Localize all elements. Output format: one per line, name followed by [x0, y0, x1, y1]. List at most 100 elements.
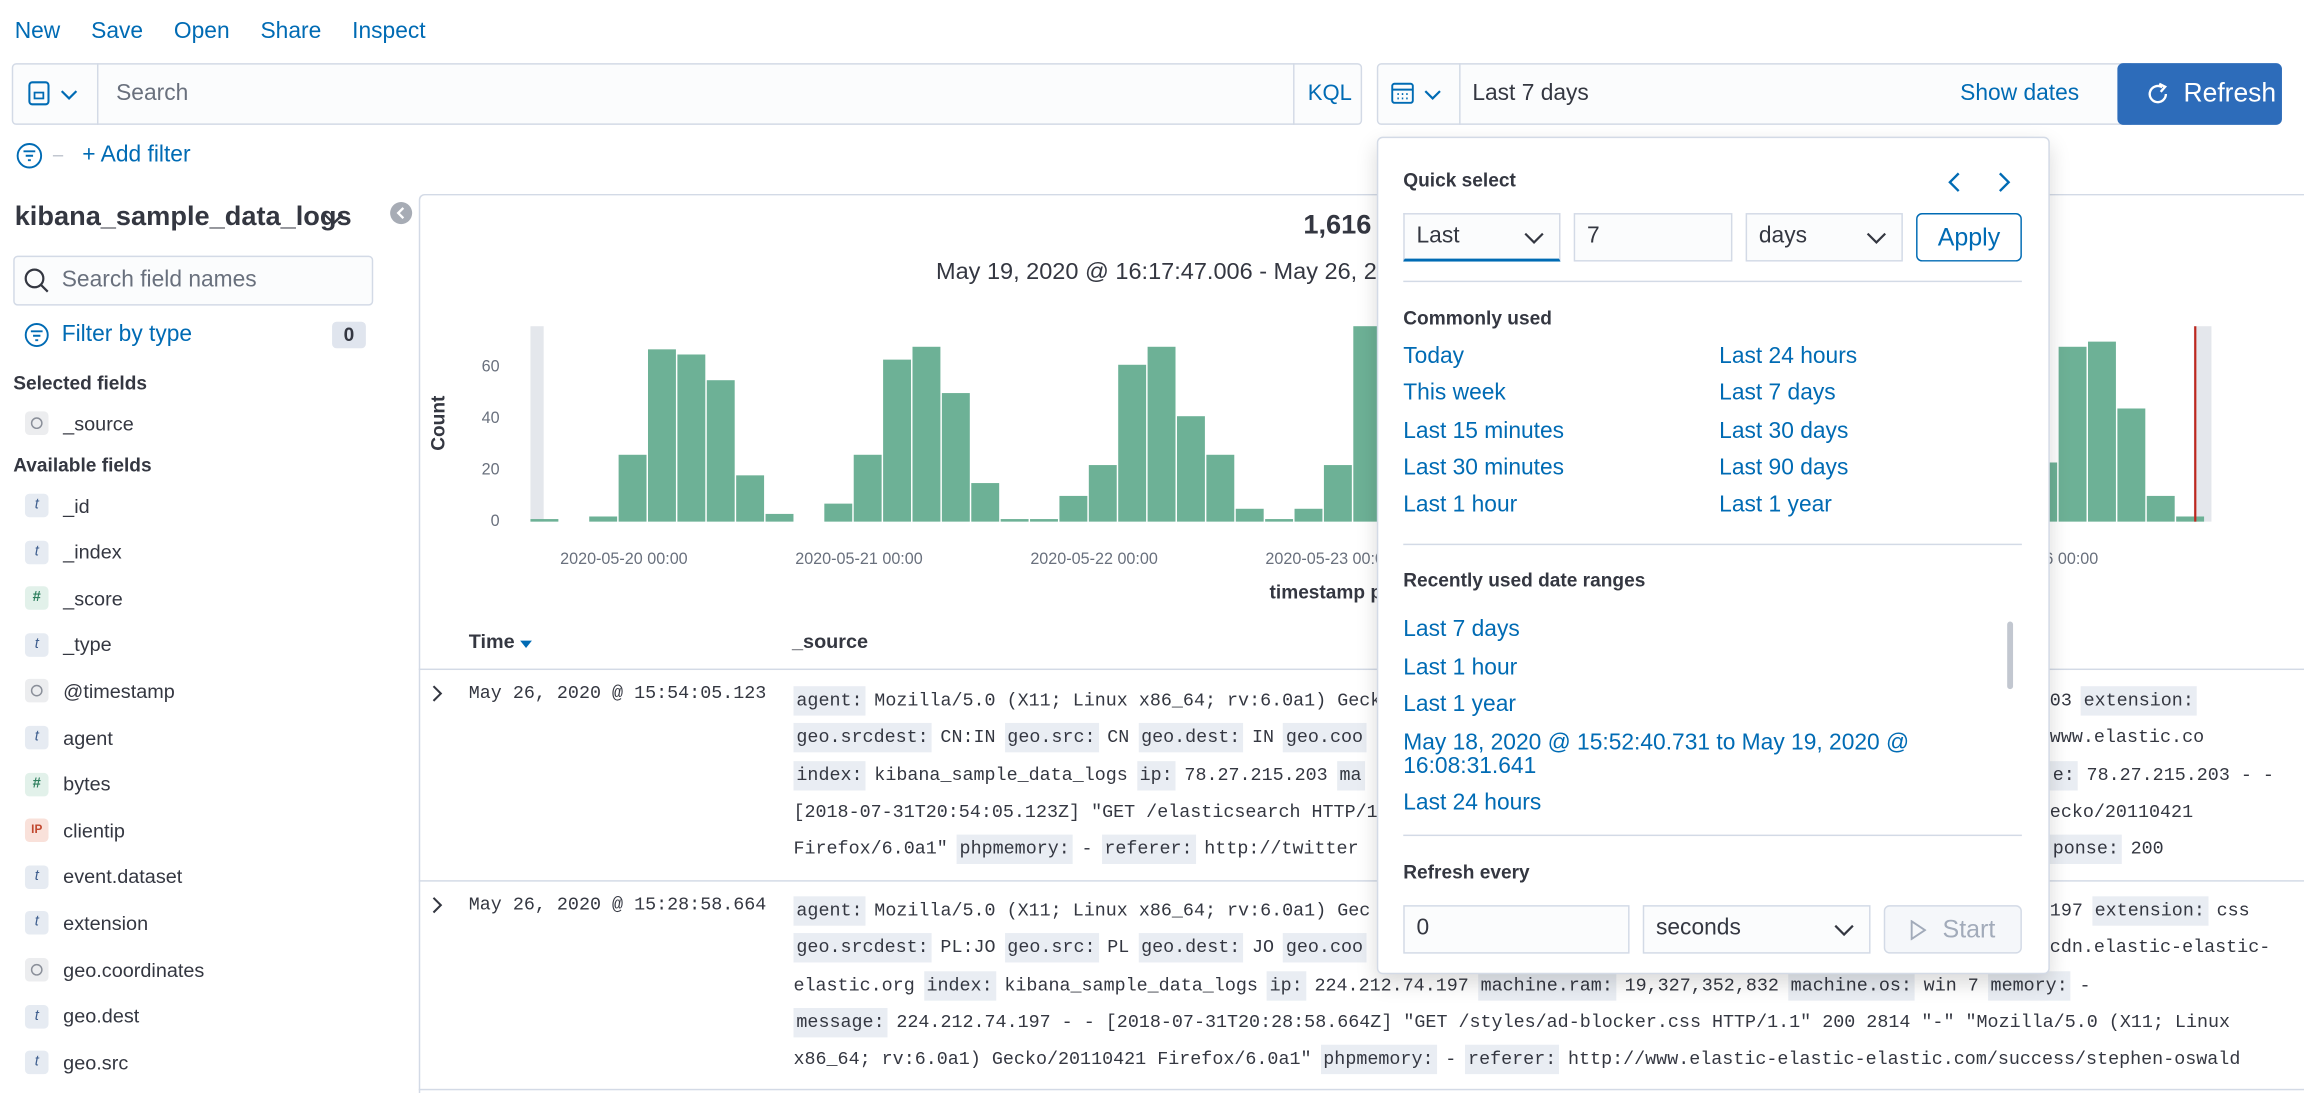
field-row[interactable]: t extension — [13, 907, 398, 939]
field-row[interactable]: t _id — [13, 489, 398, 521]
field-key: agent: — [793, 896, 866, 926]
quick-menu-button[interactable] — [1377, 63, 1461, 125]
field-value: http://www.elastic-elastic-elastic.com/s… — [1567, 1049, 2241, 1070]
field-row[interactable]: _source — [13, 407, 398, 439]
expand-row-toggle[interactable] — [429, 893, 447, 917]
hit-count: 1,616 — [1303, 208, 1372, 240]
toolbar-link[interactable]: Open — [173, 19, 230, 45]
select-arrow — [1834, 924, 1854, 937]
field-type-icon: IP — [24, 818, 49, 843]
commonly-used-link[interactable]: Last 30 minutes — [1403, 455, 1565, 481]
expand-row-toggle[interactable] — [429, 682, 447, 706]
commonly-used-link[interactable]: Today — [1403, 343, 1465, 369]
field-key: referer: — [1465, 1045, 1560, 1075]
source-line: [2018-07-31T20:54:05.123Z] "GET /elastic… — [793, 798, 1377, 827]
index-pattern-title[interactable]: kibana_sample_data_logs — [14, 199, 352, 231]
field-row[interactable]: t _type — [13, 629, 398, 661]
field-type-icon: t — [24, 540, 49, 564]
commonly-used-link[interactable]: Last 15 minutes — [1403, 418, 1565, 444]
field-type-icon: t — [24, 1050, 49, 1075]
apply-button[interactable]: Apply — [1916, 213, 2022, 262]
apply-label: Apply — [1937, 223, 2001, 252]
recent-range-link[interactable]: Last 1 hour — [1403, 654, 1518, 680]
field-row[interactable]: @timestamp — [13, 675, 398, 707]
field-value: 78.27.215.203 — [1184, 764, 1328, 786]
filter-by-type-button[interactable]: Filter by type — [61, 321, 193, 347]
filter-menu-icon[interactable] — [15, 141, 65, 170]
table-rule — [418, 880, 2304, 882]
histogram-bar — [1235, 508, 1264, 522]
y-axis-label: Count — [428, 395, 449, 451]
toolbar-link[interactable]: Save — [91, 19, 144, 45]
filter-count-badge: 0 — [332, 321, 366, 349]
refresh-unit-select[interactable]: seconds — [1642, 905, 1871, 954]
field-row[interactable]: t geo.dest — [13, 1000, 398, 1032]
refresh-button[interactable] — [2117, 63, 2282, 125]
query-language-button[interactable]: KQL — [1307, 80, 1352, 106]
row-time: May 26, 2020 @ 15:54:05.123 — [468, 683, 767, 704]
unit-value: days — [1758, 223, 1807, 249]
field-row[interactable]: t event.dataset — [13, 861, 398, 893]
toolbar-link[interactable]: Inspect — [352, 19, 426, 45]
source-line: www.elastic.co — [2050, 723, 2204, 752]
field-key: geo.dest: — [1138, 933, 1244, 963]
query-input[interactable] — [11, 63, 1363, 125]
histogram-bar — [1353, 326, 1382, 522]
commonly-used-link[interactable]: This week — [1403, 381, 1506, 406]
unit-select[interactable]: days — [1745, 213, 1903, 262]
show-dates-link[interactable]: Show dates — [1960, 80, 2080, 106]
field-name: @timestamp — [63, 680, 175, 703]
source-line: agent: Mozilla/5.0 (X11; Linux x86_64; rv… — [793, 686, 1381, 716]
direction-select[interactable]: Last — [1403, 213, 1561, 262]
commonly-used-link[interactable]: Last 1 year — [1719, 492, 1832, 518]
field-row[interactable]: # bytes — [13, 768, 398, 800]
histogram-bar — [648, 349, 676, 522]
index-pattern-chevron[interactable] — [322, 207, 346, 231]
commonly-used-link[interactable]: Last 1 hour — [1403, 492, 1518, 518]
field-key: ponse: — [2049, 834, 2122, 865]
refresh-interval-input[interactable]: 0 — [1403, 905, 1630, 954]
direction-value: Last — [1416, 223, 1460, 249]
commonly-used-link[interactable]: Last 7 days — [1719, 381, 1836, 406]
commonly-used-link[interactable]: Last 90 days — [1719, 455, 1849, 481]
toolbar-link[interactable]: Share — [260, 19, 322, 45]
field-row[interactable]: t agent — [13, 721, 398, 753]
column-header-time[interactable]: Time — [468, 630, 515, 653]
refresh-icon — [2148, 82, 2168, 104]
source-line: x86_64; rv:6.0a1) Gecko/20110421 Firefox… — [793, 1045, 2241, 1075]
recent-range-link[interactable]: Last 1 year — [1403, 692, 1516, 718]
field-row[interactable]: IP clientip — [13, 814, 398, 846]
step-buttons[interactable] — [1943, 169, 2016, 195]
commonly-used-link[interactable]: Last 24 hours — [1719, 343, 1858, 369]
source-line: geo.srcdest: CN:IN geo.src: CN geo.dest: IN ge… — [793, 723, 1366, 753]
field-name: _type — [63, 633, 112, 656]
commonly-used-link[interactable]: Last 30 days — [1719, 418, 1849, 444]
saved-query-button[interactable] — [12, 63, 99, 125]
field-name: _score — [63, 587, 123, 610]
source-line: e: 78.27.215.203 - - — [2049, 760, 2274, 790]
field-value: elastic.org — [793, 975, 915, 996]
histogram-bar — [1176, 416, 1205, 522]
recent-range-link[interactable]: Last 24 hours — [1403, 790, 1542, 816]
toolbar-link[interactable]: New — [14, 19, 61, 45]
field-key: geo.coo — [1282, 723, 1366, 753]
sort-indicator[interactable] — [519, 639, 534, 651]
add-filter-link[interactable]: + Add filter — [82, 142, 191, 168]
collapse-sidebar-button[interactable] — [389, 201, 413, 225]
start-button[interactable]: Start — [1883, 905, 2022, 954]
histogram-bar — [1030, 519, 1058, 522]
date-range-label[interactable]: Last 7 days — [1472, 80, 1589, 106]
histogram: 0 20 40 60 2020-05-20 00:00 2020-05-21 00:00 2… — [428, 326, 2212, 604]
field-value: 224.212.74.197 - - [2018-07-31T20:28:58.… — [896, 1012, 2231, 1033]
field-row[interactable]: t geo.src — [13, 1046, 398, 1078]
recent-range-link[interactable]: Last 7 days — [1403, 617, 1520, 643]
field-search-input[interactable] — [13, 255, 374, 306]
histogram-bar — [912, 346, 941, 522]
field-name: clientip — [63, 819, 125, 842]
recent-range-link[interactable]: May 18, 2020 @ 15:52:40.731 to May 19, 2… — [1403, 729, 1910, 779]
field-row[interactable]: # _score — [13, 582, 398, 614]
amount-input[interactable]: 7 — [1573, 213, 1733, 262]
field-row[interactable]: t _index — [13, 536, 398, 568]
field-row[interactable]: geo.coordinates — [13, 954, 398, 986]
